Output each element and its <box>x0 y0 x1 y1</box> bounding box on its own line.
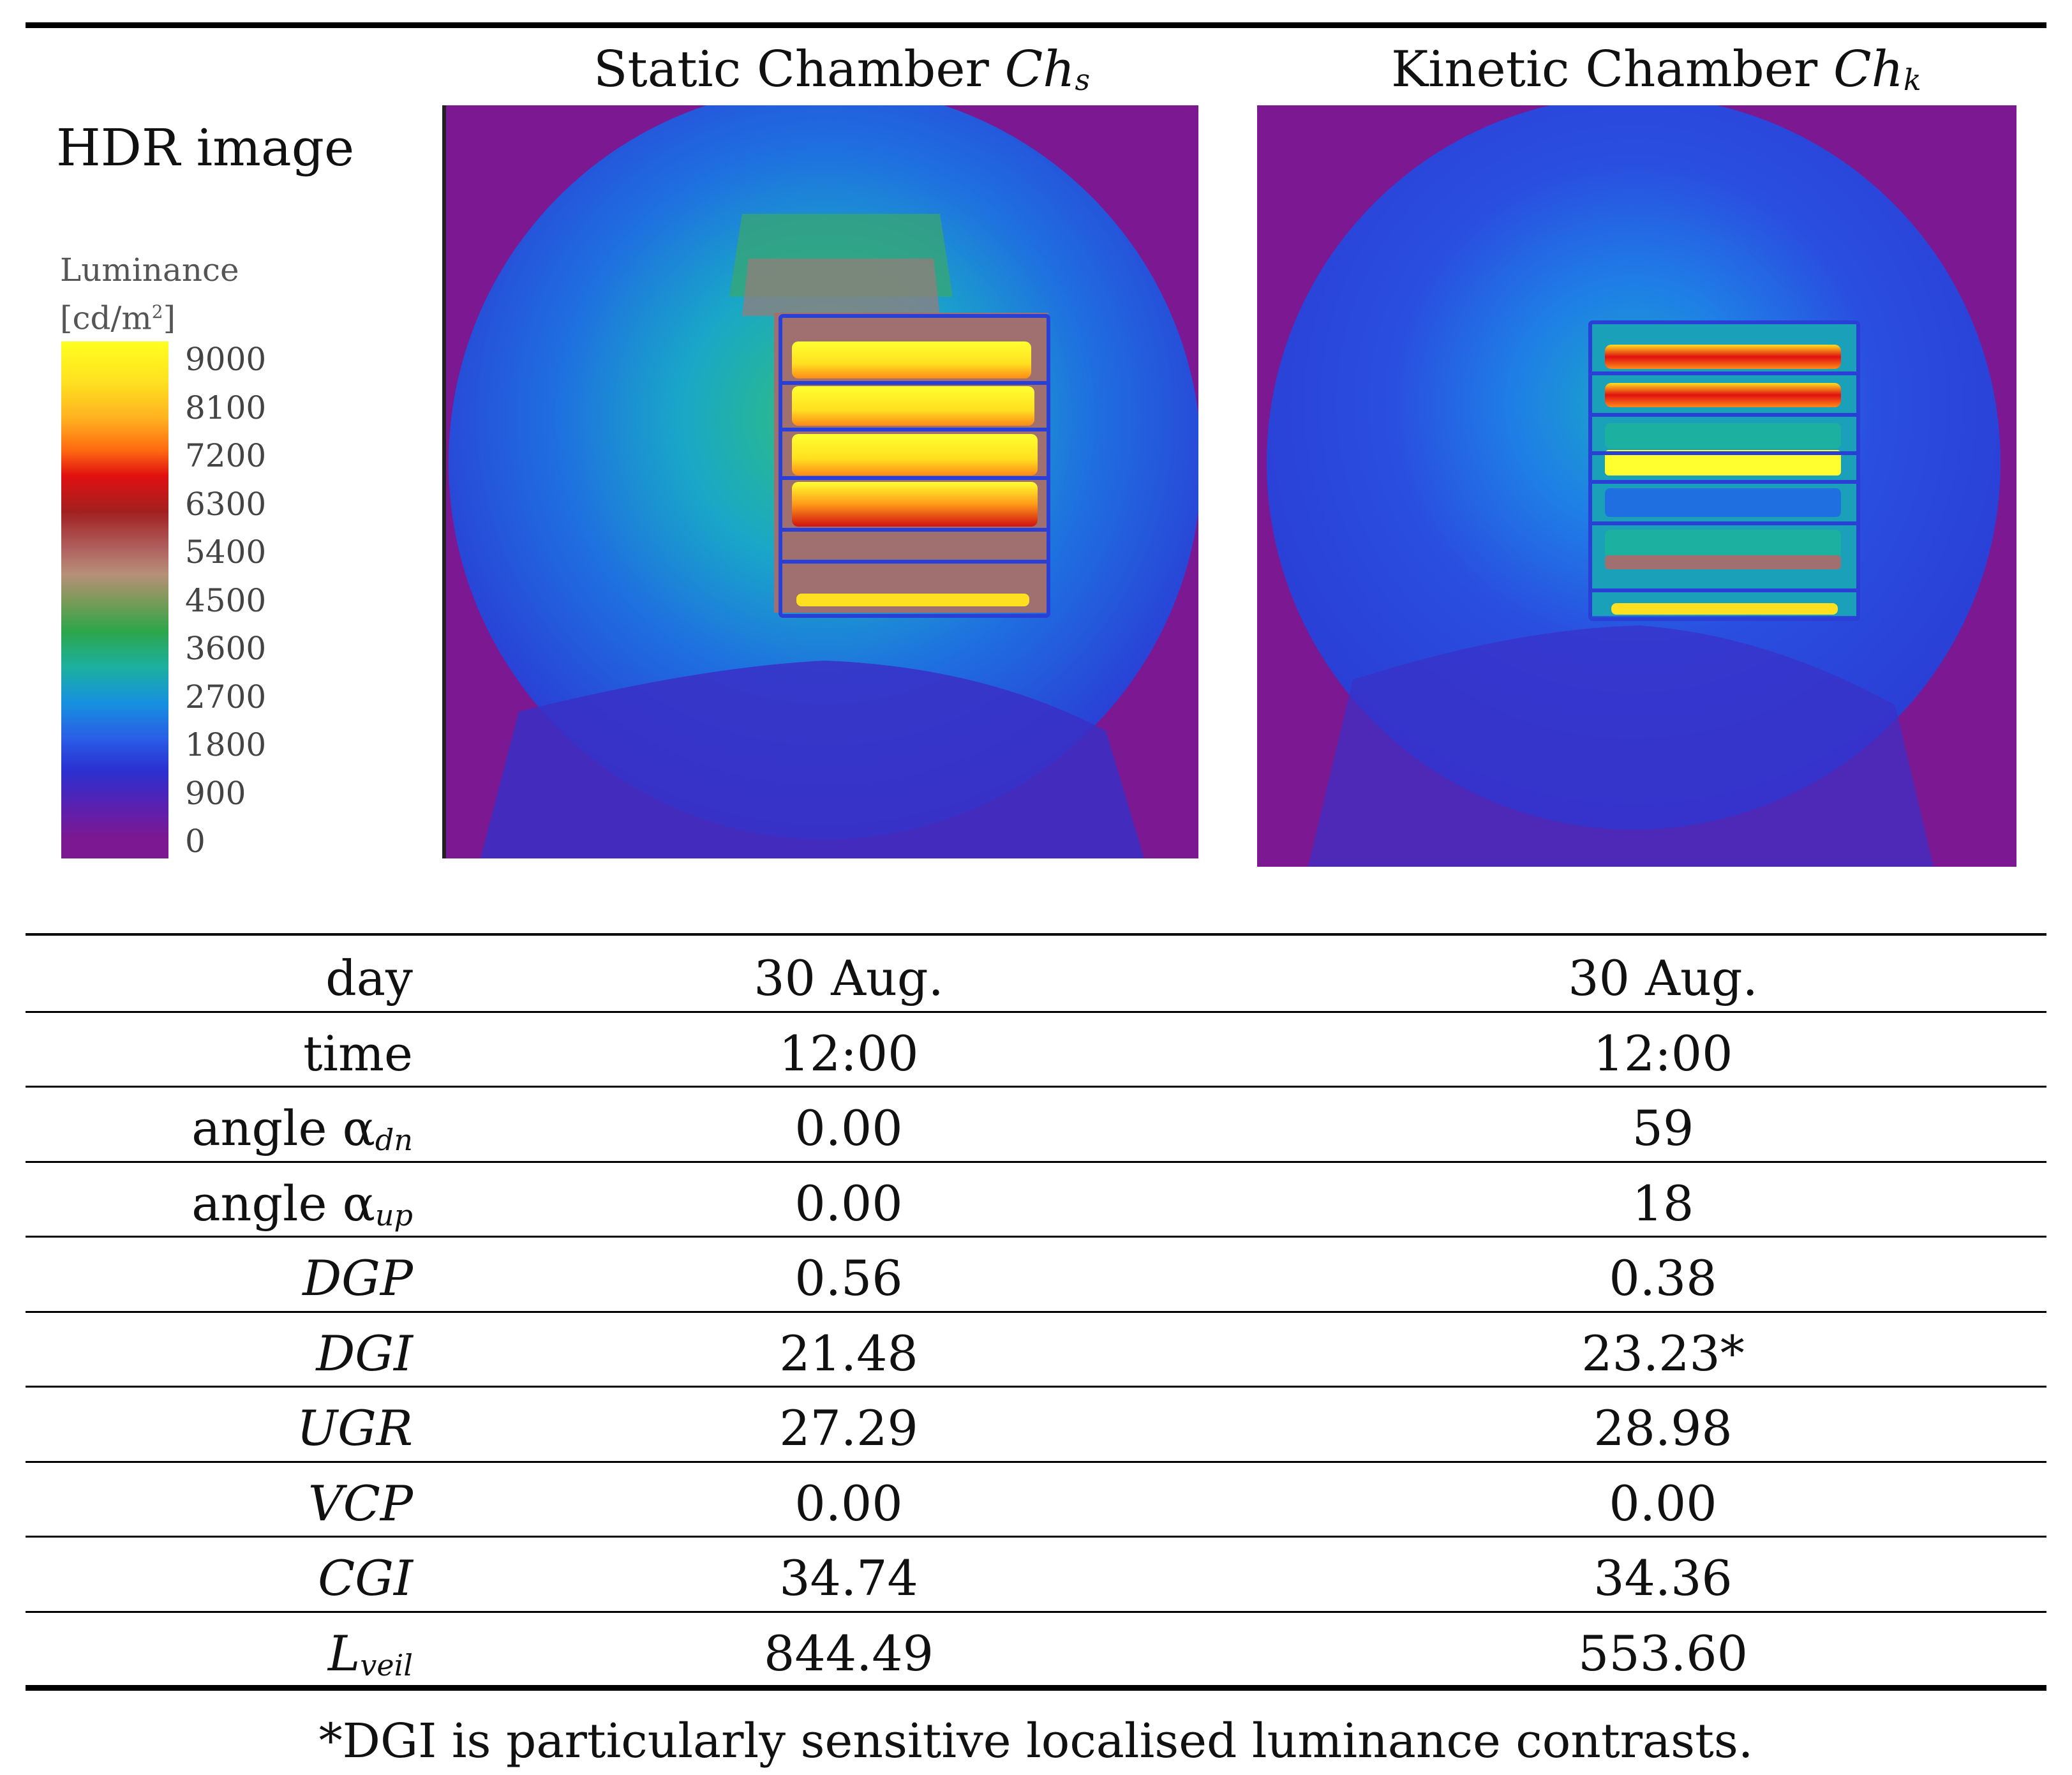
kinetic-value: 18 <box>1632 1174 1694 1232</box>
row-divider <box>26 1236 2046 1238</box>
table-row: VCP 0.00 0.00 <box>26 1461 2046 1536</box>
kinetic-value: 28.98 <box>1593 1400 1733 1457</box>
row-label: time <box>303 1024 413 1082</box>
row-divider <box>26 1536 2046 1538</box>
legend-tick: 9000 <box>185 341 267 378</box>
static-value: 0.00 <box>794 1100 903 1157</box>
table-bottom-rule <box>26 1685 2046 1691</box>
kinetic-value: 12:00 <box>1593 1024 1733 1082</box>
table-row: angle αup 0.00 18 <box>26 1161 2046 1236</box>
row-divider <box>26 1460 2046 1463</box>
static-value: 0.00 <box>794 1174 903 1232</box>
legend-tick: 3600 <box>185 630 267 667</box>
table-row: time 12:00 12:00 <box>26 1011 2046 1086</box>
legend-tick: 2700 <box>185 678 267 715</box>
footnote: *DGI is particularly sensitive localised… <box>318 1714 1754 1769</box>
row-divider <box>26 1010 2046 1013</box>
static-value: 21.48 <box>779 1324 918 1382</box>
table-row: DGI 21.48 23.23* <box>26 1311 2046 1386</box>
table-top-rule <box>26 22 2046 28</box>
kinetic-chamber-hdr-image <box>1257 105 2016 867</box>
table-row: UGR 27.29 28.98 <box>26 1386 2046 1460</box>
row-divider <box>26 1160 2046 1163</box>
legend-tick: 7200 <box>185 437 267 474</box>
kinetic-value: 30 Aug. <box>1568 950 1758 1007</box>
static-value: 30 Aug. <box>754 950 944 1007</box>
table-row: angle αdn 0.00 59 <box>26 1086 2046 1160</box>
row-label: DGP <box>302 1250 413 1307</box>
hdr-image-label: HDR image <box>56 118 355 177</box>
legend-tick: 900 <box>185 774 246 812</box>
row-label: VCP <box>308 1474 413 1532</box>
row-label: UGR <box>297 1400 413 1457</box>
static-value: 12:00 <box>779 1024 919 1082</box>
legend-title: Luminance [cd/m2] <box>60 251 239 337</box>
table-row: day 30 Aug. 30 Aug. <box>26 936 2046 1010</box>
legend-tick: 0 <box>185 823 205 860</box>
static-value: 0.00 <box>794 1474 903 1532</box>
kinetic-value: 0.38 <box>1609 1250 1717 1307</box>
kinetic-value: 0.00 <box>1609 1474 1717 1532</box>
row-divider <box>26 1086 2046 1088</box>
static-chamber-title: Static Chamber Chs <box>593 41 1091 98</box>
row-divider <box>26 1310 2046 1313</box>
row-label: CGI <box>318 1550 413 1606</box>
luminance-color-scale <box>61 341 168 858</box>
kinetic-chamber-title: Kinetic Chamber Chk <box>1391 41 1921 98</box>
static-value: 27.29 <box>779 1400 918 1457</box>
table-row: DGP 0.56 0.38 <box>26 1236 2046 1310</box>
table-row: CGI 34.74 34.36 <box>26 1536 2046 1610</box>
legend-tick: 1800 <box>185 726 267 763</box>
table-row: Lveil 844.49 553.60 <box>26 1611 2046 1686</box>
row-divider <box>26 1610 2046 1613</box>
row-label: day <box>325 950 413 1007</box>
legend-tick: 5400 <box>185 534 267 571</box>
kinetic-value: 23.23* <box>1581 1324 1745 1382</box>
static-chamber-hdr-image <box>442 105 1198 858</box>
legend-tick: 8100 <box>185 389 267 426</box>
row-divider <box>26 1386 2046 1388</box>
legend-tick: 4500 <box>185 581 267 619</box>
static-value: 34.74 <box>779 1550 918 1606</box>
kinetic-value: 553.60 <box>1578 1624 1748 1682</box>
kinetic-value: 59 <box>1632 1100 1694 1157</box>
table-header-rule <box>26 933 2046 936</box>
row-label: DGI <box>316 1324 413 1382</box>
row-label: angle αdn <box>191 1100 413 1157</box>
legend-tick: 6300 <box>185 485 267 523</box>
static-value: 0.56 <box>794 1250 903 1307</box>
kinetic-value: 34.36 <box>1593 1550 1733 1606</box>
row-label: angle αup <box>191 1174 413 1232</box>
static-value: 844.49 <box>764 1624 934 1682</box>
row-label: Lveil <box>327 1624 413 1682</box>
